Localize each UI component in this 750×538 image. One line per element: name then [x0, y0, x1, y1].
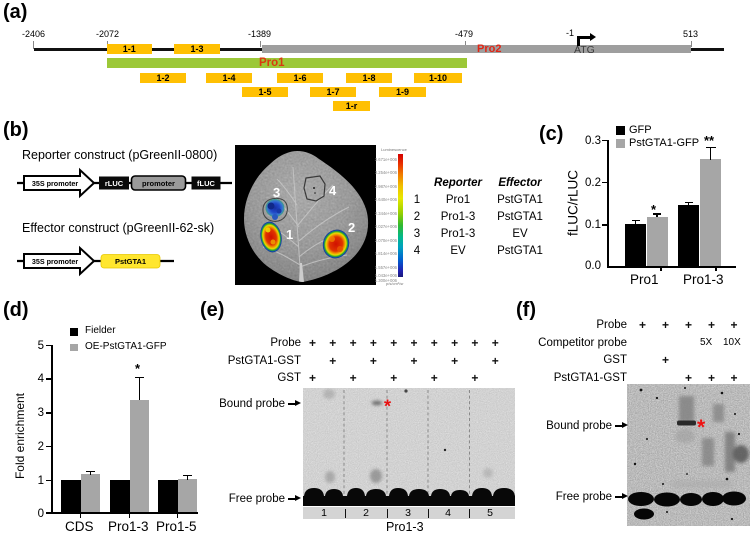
svg-text:PstGTA1: PstGTA1	[115, 257, 146, 266]
svg-text:*: *	[384, 397, 391, 417]
svg-text:1: 1	[286, 227, 293, 242]
svg-text:35S promoter: 35S promoter	[32, 179, 79, 188]
svg-text:fLUC: fLUC	[197, 179, 215, 188]
svg-text:rLUC: rLUC	[105, 179, 124, 188]
svg-text:35S promoter: 35S promoter	[32, 257, 79, 266]
svg-text:2: 2	[348, 220, 355, 235]
svg-text:promoter: promoter	[142, 179, 175, 188]
svg-text:4: 4	[329, 183, 337, 198]
svg-text:3: 3	[273, 185, 280, 200]
svg-text:*: *	[697, 416, 706, 439]
